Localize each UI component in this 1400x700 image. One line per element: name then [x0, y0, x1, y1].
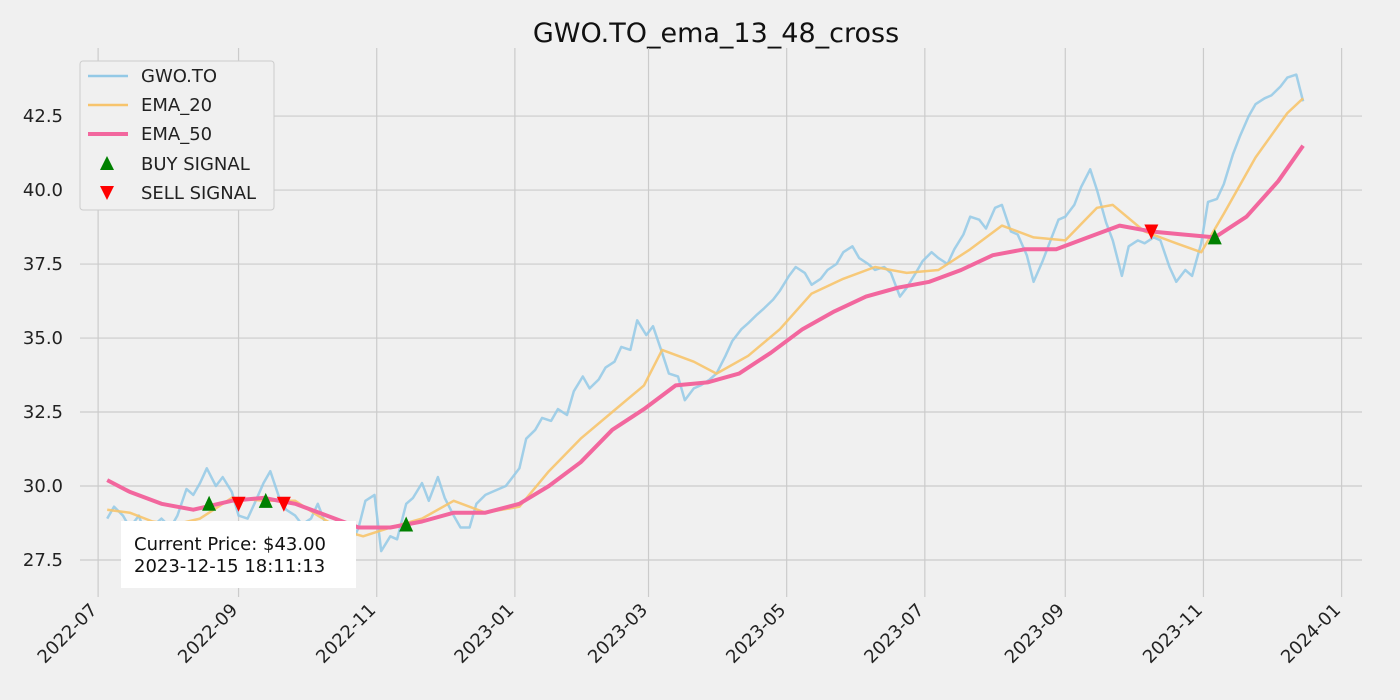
info-box-background: [121, 521, 356, 588]
x-tick-label: 2022-07: [34, 600, 102, 668]
legend-marker-buy: [100, 156, 114, 170]
x-tick-label: 2023-05: [722, 600, 790, 668]
y-tick-label: 40.0: [23, 180, 63, 201]
legend: GWO.TO EMA_20 EMA_50 BUY SIGNAL SELL SIG…: [79, 60, 275, 211]
gwo-price-line: [106, 73, 1305, 556]
legend-label-sell: SELL SIGNAL: [141, 183, 256, 204]
price-info-box: Current Price: $43.00 2023-12-15 18:11:1…: [121, 521, 356, 588]
sell-signal-marker: [1144, 224, 1159, 240]
buy-signal-marker: [202, 495, 217, 511]
signal-markers: [202, 224, 1222, 532]
y-tick-label: 32.5: [23, 402, 63, 423]
y-tick-label: 27.5: [23, 550, 63, 571]
sell-signal-marker: [231, 496, 246, 512]
x-tick-label: 2024-01: [1277, 600, 1345, 668]
x-tick-label: 2022-09: [174, 600, 242, 668]
legend-label-buy: BUY SIGNAL: [141, 154, 250, 175]
legend-marker-sell: [100, 186, 114, 200]
y-tick-label: 35.0: [23, 328, 63, 349]
sell-signal-marker: [276, 496, 291, 512]
y-tick-label: 42.5: [23, 106, 63, 127]
x-tick-label: 2023-07: [860, 600, 928, 668]
y-tick-label: 30.0: [23, 476, 63, 497]
x-tick-label: 2022-11: [312, 600, 380, 668]
y-axis-ticks: 27.5 30.0 32.5 35.0 37.5 40.0 42.5: [23, 106, 63, 571]
legend-frame: [79, 60, 275, 211]
series-lines: [106, 73, 1305, 556]
buy-signal-marker: [1207, 229, 1222, 245]
x-axis-ticks: 2022-07 2022-09 2022-11 2023-01 2023-03 2023-…: [34, 600, 1346, 668]
legend-label-gwo: GWO.TO: [141, 66, 217, 87]
timestamp-label: 2023-12-15 18:11:13: [134, 556, 325, 577]
buy-signal-marker: [258, 492, 273, 508]
x-tick-label: 2023-09: [1001, 600, 1069, 668]
ema-50-line: [106, 144, 1305, 530]
x-tick-label: 2023-11: [1139, 600, 1207, 668]
legend-label-ema50: EMA_50: [141, 124, 212, 145]
x-tick-label: 2023-01: [450, 600, 518, 668]
x-tick-label: 2023-03: [584, 600, 652, 668]
ema-20-line: [107, 97, 1304, 538]
current-price-label: Current Price: $43.00: [134, 534, 326, 555]
buy-signal-marker: [399, 516, 414, 532]
chart-title: GWO.TO_ema_13_48_cross: [533, 18, 899, 49]
legend-label-ema20: EMA_20: [141, 95, 212, 116]
y-tick-label: 37.5: [23, 254, 63, 275]
